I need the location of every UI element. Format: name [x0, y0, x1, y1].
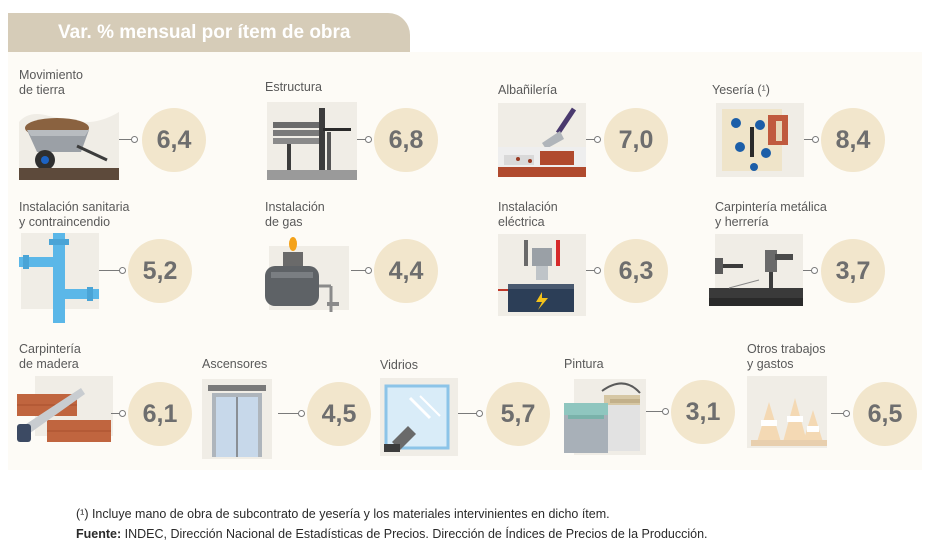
value-bubble: 4,5: [307, 382, 371, 446]
connector-dot: [298, 410, 305, 417]
value-bubble: 6,8: [374, 108, 438, 172]
item-label: Carpintería metálica y herrería: [715, 200, 827, 229]
item-label: Vidrios: [380, 358, 418, 372]
item-label: Ascensores: [202, 357, 268, 371]
connector-dot: [594, 136, 601, 143]
item-label: Albañilería: [498, 83, 558, 97]
connector-line: [646, 411, 664, 412]
glass-window-icon: [380, 378, 458, 461]
pipes-icon: [19, 233, 99, 328]
connector-dot: [843, 410, 850, 417]
connector-line: [831, 413, 845, 414]
value-bubble: 6,5: [853, 382, 917, 446]
value-bubble: 5,7: [486, 382, 550, 446]
battery-icon: [498, 234, 586, 321]
value-bubble: 4,4: [374, 239, 438, 303]
connector-dot: [119, 267, 126, 274]
elevator-icon: [202, 379, 272, 464]
item-label: Instalación sanitaria y contraincendio: [19, 200, 130, 229]
connector-line: [278, 413, 300, 414]
source-text: INDEC, Dirección Nacional de Estadística…: [121, 527, 708, 541]
connector-dot: [131, 136, 138, 143]
item-label: Yesería (¹): [712, 83, 770, 97]
connector-line: [586, 270, 596, 271]
connector-line: [458, 413, 478, 414]
drill-hammer-icon: [709, 234, 803, 313]
steel-beams-icon: [267, 102, 357, 185]
connector-dot: [365, 136, 372, 143]
item-label: Pintura: [564, 357, 604, 371]
item-label: Carpintería de madera: [19, 342, 81, 371]
value-bubble: 7,0: [604, 108, 668, 172]
plaster-wall-icon: [716, 103, 804, 182]
connector-line: [351, 270, 367, 271]
value-bubble: 6,1: [128, 382, 192, 446]
item-label: Otros trabajos y gastos: [747, 342, 826, 371]
connector-dot: [812, 136, 819, 143]
connector-line: [111, 413, 121, 414]
footnote: (¹) Incluye mano de obra de subcontrato …: [76, 507, 610, 521]
source-label: Fuente:: [76, 527, 122, 541]
connector-dot: [365, 267, 372, 274]
trowel-bricks-icon: [498, 103, 586, 182]
value-bubble: 6,4: [142, 108, 206, 172]
paint-bucket-icon: [564, 379, 646, 460]
item-label: Movimiento de tierra: [19, 68, 83, 97]
connector-dot: [476, 410, 483, 417]
connector-dot: [119, 410, 126, 417]
title-tab: Var. % mensual por ítem de obra: [8, 13, 410, 52]
value-bubble: 3,1: [671, 380, 735, 444]
item-label: Instalación eléctrica: [498, 200, 558, 229]
traffic-cones-icon: [747, 376, 827, 453]
saw-wood-icon: [17, 376, 113, 453]
gas-tank-icon: [265, 236, 349, 321]
item-label: Instalación de gas: [265, 200, 325, 229]
value-bubble: 5,2: [128, 239, 192, 303]
connector-line: [119, 139, 133, 140]
connector-dot: [594, 267, 601, 274]
value-bubble: 3,7: [821, 239, 885, 303]
connector-line: [357, 139, 367, 140]
wheelbarrow-icon: [19, 102, 119, 185]
page-title: Var. % mensual por ítem de obra: [58, 22, 351, 43]
source-note: Fuente: INDEC, Dirección Nacional de Est…: [76, 527, 708, 541]
connector-line: [99, 270, 121, 271]
connector-line: [586, 139, 596, 140]
connector-dot: [662, 408, 669, 415]
value-bubble: 6,3: [604, 239, 668, 303]
connector-line: [803, 270, 813, 271]
connector-dot: [811, 267, 818, 274]
value-bubble: 8,4: [821, 108, 885, 172]
connector-line: [804, 139, 814, 140]
item-label: Estructura: [265, 80, 322, 94]
